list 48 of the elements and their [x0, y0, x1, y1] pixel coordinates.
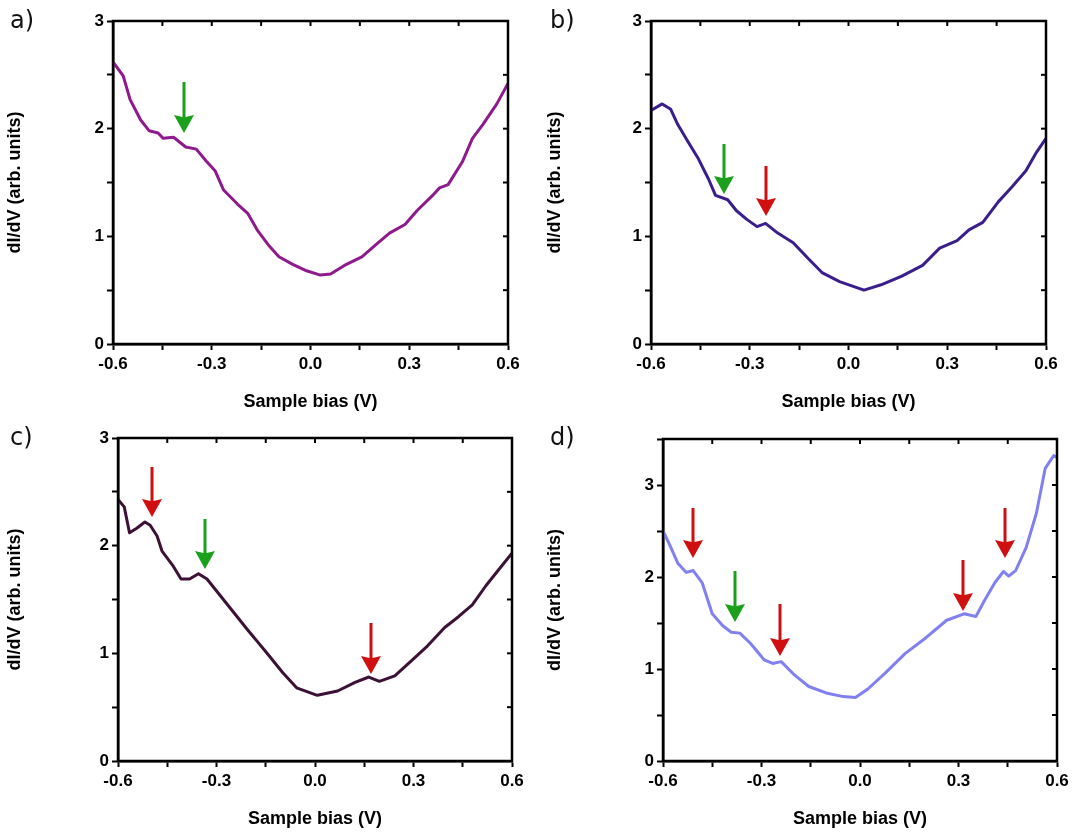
x-tick-label: 0.6 [1034, 353, 1058, 373]
y-axis-title: dI/dV (arb. units) [543, 111, 564, 254]
x-tick-label: 0.6 [496, 353, 520, 373]
x-tick-label: 0.0 [303, 770, 327, 790]
y-tick-label: 0 [644, 750, 654, 770]
x-axis-title: Sample bias (V) [792, 808, 928, 829]
chart-title: c) [10, 423, 33, 451]
y-tick-label: 1 [94, 226, 104, 246]
x-tick-label: -0.3 [746, 770, 777, 790]
chart-title: b) [550, 6, 575, 34]
y-tick-label: 3 [99, 427, 109, 447]
y-axis-title: dI/dV (arb. units) [3, 111, 24, 254]
x-tick-label: 0.3 [401, 770, 426, 790]
y-axis-title: dI/dV (arb. units) [543, 529, 564, 671]
y-tick-label: 0 [94, 333, 104, 353]
x-tick-label: -0.6 [636, 353, 666, 373]
y-tick-label: 3 [644, 474, 654, 494]
y-tick-label: 3 [632, 10, 642, 30]
y-tick-label: 2 [632, 118, 642, 138]
x-axis-title: Sample bias (V) [247, 808, 383, 829]
x-axis-title: Sample bias (V) [243, 391, 378, 412]
x-tick-label: 0.3 [946, 770, 971, 790]
x-tick-label: 0.3 [397, 353, 422, 373]
y-tick-label: 2 [99, 535, 109, 555]
x-tick-label: -0.6 [98, 353, 128, 373]
x-tick-label: 0.6 [500, 770, 524, 790]
y-axis-title: dI/dV (arb. units) [3, 528, 24, 671]
y-tick-label: 0 [632, 333, 642, 353]
x-tick-label: -0.3 [201, 770, 232, 790]
x-tick-label: 0.0 [298, 353, 323, 373]
y-tick-label: 3 [94, 10, 104, 30]
y-tick-label: 1 [632, 226, 642, 246]
x-tick-label: -0.3 [197, 353, 227, 373]
y-tick-label: 1 [99, 643, 109, 663]
x-tick-label: -0.3 [735, 353, 765, 373]
y-tick-label: 2 [94, 118, 104, 138]
chart-title: d) [550, 423, 575, 451]
y-tick-label: 2 [644, 566, 654, 586]
y-tick-label: 0 [99, 750, 109, 770]
chart-title: a) [10, 6, 35, 34]
x-tick-label: 0.6 [1045, 770, 1069, 790]
x-tick-label: -0.6 [648, 770, 678, 790]
x-tick-label: 0.0 [836, 353, 861, 373]
x-tick-label: -0.6 [103, 770, 133, 790]
y-tick-label: 1 [644, 658, 654, 678]
x-axis-title: Sample bias (V) [781, 391, 916, 412]
x-tick-label: 0.3 [935, 353, 960, 373]
x-tick-label: 0.0 [848, 770, 872, 790]
